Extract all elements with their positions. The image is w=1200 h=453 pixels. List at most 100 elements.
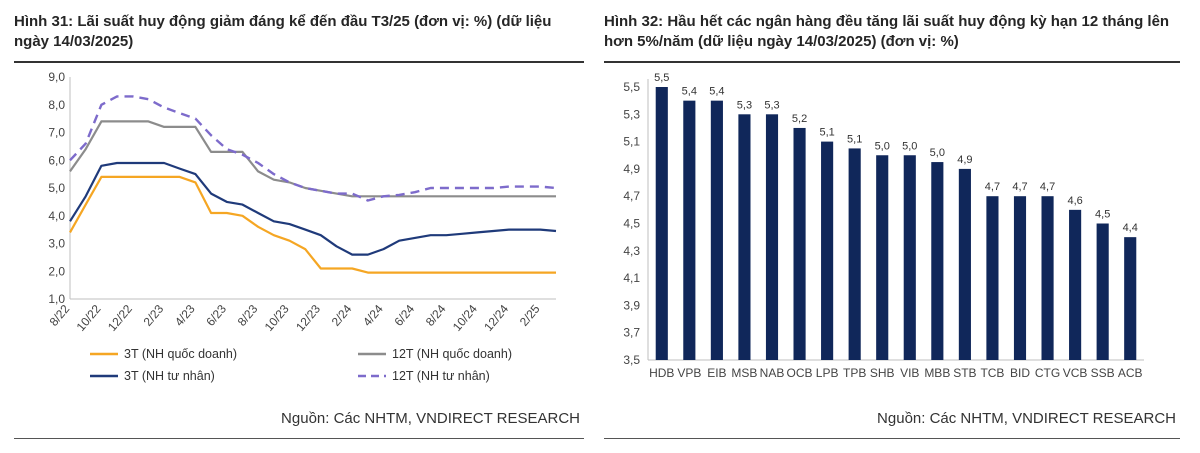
y-tick-label: 3,5 bbox=[623, 353, 640, 367]
line-chart-panel: Hình 31: Lãi suất huy động giảm đáng kể … bbox=[14, 0, 584, 453]
bar-stb bbox=[958, 168, 971, 360]
bar-value-label: 4,7 bbox=[1040, 181, 1055, 193]
x-tick-label: 12/23 bbox=[293, 302, 323, 334]
bar-chart-panel: Hình 32: Hầu hết các ngân hàng đều tăng … bbox=[604, 0, 1180, 453]
y-tick-label: 8,0 bbox=[48, 98, 65, 112]
bar-value-label: 5,1 bbox=[847, 133, 862, 145]
bar-chart: 3,5 3,7 3,9 4,1 4,3 4,5 4,7 4,9 5,1 5,3 5,5 5,5 HDB 5… bbox=[623, 72, 1144, 380]
y-tick-label: 3,9 bbox=[623, 298, 640, 312]
bar-ctg bbox=[1041, 196, 1054, 360]
y-tick-label: 1,0 bbox=[48, 292, 65, 306]
series-12t-state-legend-label: 12T (NH quốc doanh) bbox=[392, 347, 512, 361]
x-tick-label: SSB bbox=[1091, 366, 1115, 380]
y-tick-label: 5,0 bbox=[48, 181, 65, 195]
x-tick-label: MBB bbox=[924, 366, 950, 380]
x-tick-label: 10/22 bbox=[74, 302, 104, 334]
x-tick-label: LPB bbox=[816, 366, 839, 380]
x-tick-label: BID bbox=[1010, 366, 1030, 380]
series-12t-private-legend-label: 12T (NH tư nhân) bbox=[392, 369, 490, 383]
bar-value-label: 4,7 bbox=[985, 181, 1000, 193]
bar-value-label: 5,0 bbox=[902, 140, 917, 152]
bar-value-label: 5,2 bbox=[792, 113, 807, 125]
x-tick-label: EIB bbox=[707, 366, 726, 380]
y-tick-label: 6,0 bbox=[48, 153, 65, 167]
y-tick-label: 4,1 bbox=[623, 271, 640, 285]
series-3t-state-line bbox=[69, 175, 556, 274]
x-tick-label: 8/23 bbox=[235, 302, 261, 329]
bar-chart-title: Hình 32: Hầu hết các ngân hàng đều tăng … bbox=[604, 13, 1170, 50]
y-tick-label: 3,7 bbox=[623, 326, 640, 340]
bar-hdb bbox=[655, 87, 668, 360]
x-tick-label: NAB bbox=[760, 366, 785, 380]
bar-value-label: 5,0 bbox=[930, 147, 945, 159]
bar-nab bbox=[765, 114, 779, 360]
bar-value-label: 5,4 bbox=[709, 86, 724, 98]
x-tick-label: 12/22 bbox=[105, 302, 135, 334]
bar-chart-source: Nguồn: Các NHTM, VNDIRECT RESEARCH bbox=[877, 410, 1176, 427]
x-tick-label: 4/23 bbox=[172, 302, 198, 329]
x-tick-label: 2/24 bbox=[329, 302, 355, 329]
bar-value-label: 5,3 bbox=[764, 99, 779, 111]
bar-chart-bottom-rule bbox=[604, 438, 1180, 439]
series-3t-private-line bbox=[69, 161, 557, 256]
bar-value-label: 5,4 bbox=[682, 86, 697, 98]
x-tick-label: VPB bbox=[677, 366, 701, 380]
x-tick-label: 4/24 bbox=[360, 302, 386, 329]
bar-ssb bbox=[1096, 223, 1109, 360]
line-chart-top-rule bbox=[14, 61, 584, 63]
bar-value-label: 4,4 bbox=[1123, 222, 1138, 234]
y-tick-label: 5,1 bbox=[623, 135, 640, 149]
y-tick-label: 5,3 bbox=[623, 107, 640, 121]
bar-tcb bbox=[986, 196, 999, 360]
bar-lpb bbox=[821, 141, 834, 360]
x-tick-label: VIB bbox=[900, 366, 919, 380]
series-12t-private-line bbox=[69, 95, 557, 202]
y-tick-label: 4,3 bbox=[623, 244, 640, 258]
bar-value-label: 4,9 bbox=[957, 154, 972, 166]
x-tick-label: 6/23 bbox=[203, 302, 229, 329]
y-tick-label: 2,0 bbox=[48, 264, 65, 278]
bar-shb bbox=[876, 155, 889, 360]
x-tick-label: TPB bbox=[843, 366, 866, 380]
bar-tpb bbox=[848, 148, 861, 360]
y-tick-label: 9,0 bbox=[48, 70, 65, 84]
bar-ocb bbox=[793, 127, 806, 360]
bar-vib bbox=[903, 155, 916, 360]
x-tick-label: HDB bbox=[649, 366, 674, 380]
bar-value-label: 5,3 bbox=[737, 99, 752, 111]
x-tick-label: 6/24 bbox=[391, 302, 417, 329]
bar-vpb bbox=[683, 100, 696, 361]
line-chart-bottom-rule bbox=[14, 438, 584, 439]
y-tick-label: 7,0 bbox=[48, 126, 65, 140]
bar-eib bbox=[710, 100, 723, 361]
bar-chart-top-rule bbox=[604, 61, 1180, 63]
x-tick-label: TCB bbox=[980, 366, 1004, 380]
bar-vcb bbox=[1069, 209, 1082, 360]
x-tick-label: 10/24 bbox=[450, 302, 480, 334]
x-tick-label: MSB bbox=[731, 366, 757, 380]
bar-value-label: 5,1 bbox=[819, 127, 834, 139]
x-tick-label: 2/25 bbox=[517, 302, 543, 329]
x-tick-label: ACB bbox=[1118, 366, 1143, 380]
bar-acb bbox=[1124, 237, 1137, 360]
line-chart-source: Nguồn: Các NHTM, VNDIRECT RESEARCH bbox=[281, 410, 580, 427]
series-12t-state-line bbox=[69, 120, 556, 198]
x-tick-label: STB bbox=[953, 366, 976, 380]
bar-value-label: 5,0 bbox=[875, 140, 890, 152]
bar-value-label: 5,5 bbox=[654, 72, 669, 84]
bar-value-label: 4,7 bbox=[1012, 181, 1027, 193]
series-3t-state-legend-label: 3T (NH quốc doanh) bbox=[124, 347, 237, 361]
y-tick-label: 4,9 bbox=[623, 162, 640, 176]
bar-value-label: 4,6 bbox=[1067, 195, 1082, 207]
y-tick-label: 3,0 bbox=[48, 237, 65, 251]
series-3t-private-legend-label: 3T (NH tư nhân) bbox=[124, 369, 215, 383]
y-tick-label: 4,5 bbox=[623, 217, 640, 231]
y-tick-label: 4,0 bbox=[48, 209, 65, 223]
x-tick-label: 2/23 bbox=[141, 302, 167, 329]
bar-bid bbox=[1013, 196, 1027, 360]
x-tick-label: 12/24 bbox=[481, 302, 511, 334]
line-chart: 1,02,03,04,05,06,07,08,09,08/22 10/22 12/2… bbox=[47, 70, 557, 383]
x-tick-label: 8/24 bbox=[423, 302, 449, 329]
bar-msb bbox=[738, 114, 751, 360]
y-tick-label: 5,5 bbox=[623, 80, 640, 94]
